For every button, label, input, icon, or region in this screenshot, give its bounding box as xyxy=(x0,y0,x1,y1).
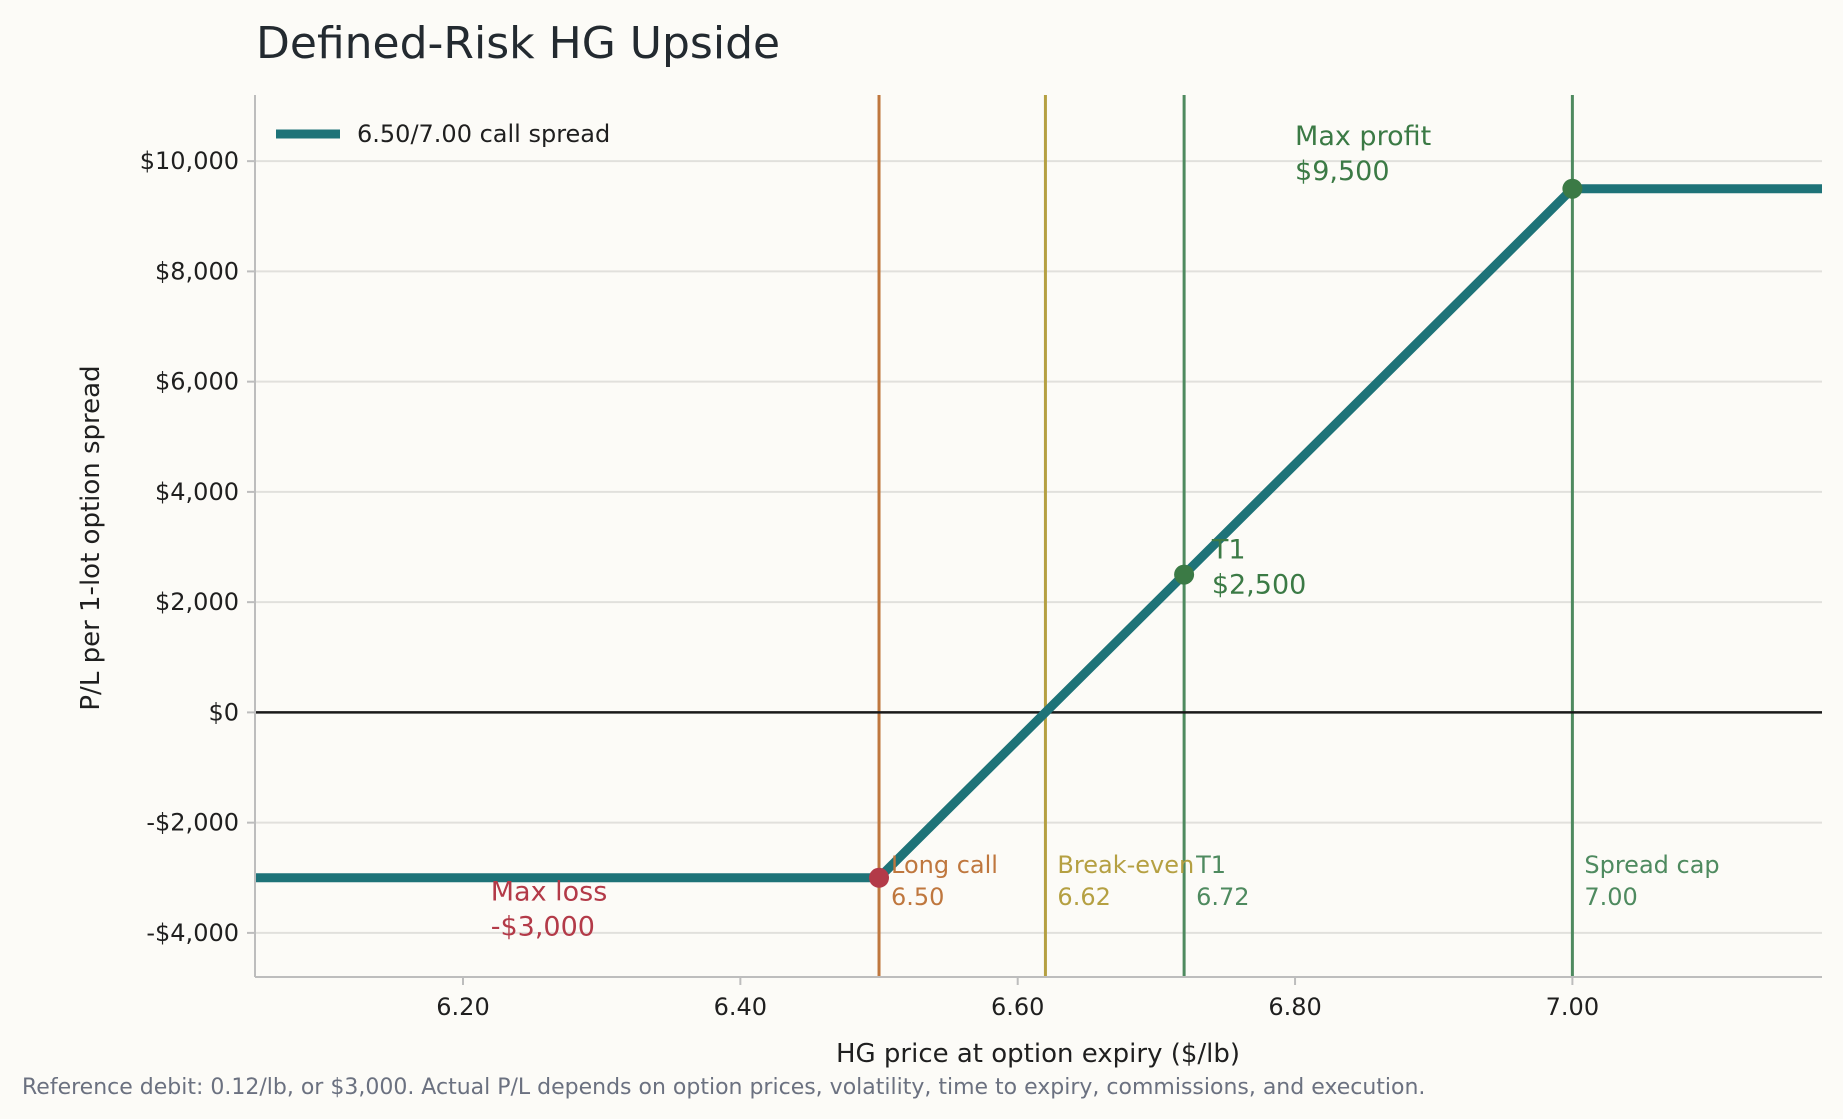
annotation-group: Long call 6.50 Break-even 6.62 T1 6.72 Spread … xyxy=(491,121,1720,942)
annotation-title: Max loss xyxy=(491,876,608,907)
axes xyxy=(247,95,1822,985)
y-tick-label: -$2,000 xyxy=(146,809,239,837)
reference-line-label: T1 xyxy=(1195,851,1226,879)
footnote: Reference debit: 0.12/lb, or $3,000. Act… xyxy=(22,1075,1425,1100)
reference-line-label: Long call xyxy=(891,851,998,879)
reference-line-value: 6.72 xyxy=(1196,883,1249,911)
y-tick-label: $8,000 xyxy=(155,257,239,285)
annotation-value: $2,500 xyxy=(1212,570,1306,601)
x-tick-label: 7.00 xyxy=(1546,993,1599,1021)
annotation-title: Max profit xyxy=(1295,121,1431,152)
legend-label: 6.50/7.00 call spread xyxy=(357,120,610,148)
y-tick-label: -$4,000 xyxy=(146,919,239,947)
y-tick-label: $10,000 xyxy=(140,147,239,175)
marker-group xyxy=(869,178,1583,888)
y-tick-label: $6,000 xyxy=(155,368,239,396)
annotation-title: T1 xyxy=(1211,535,1246,566)
x-tick-label: 6.60 xyxy=(991,993,1044,1021)
data-point xyxy=(869,867,890,888)
legend: 6.50/7.00 call spread xyxy=(276,120,610,148)
annotation-value: $9,500 xyxy=(1295,156,1389,187)
y-tick-label: $0 xyxy=(208,698,239,726)
reference-lines xyxy=(877,95,1574,977)
reference-line-value: 6.62 xyxy=(1057,883,1110,911)
series-line xyxy=(255,184,1822,883)
y-tick-label: $4,000 xyxy=(155,478,239,506)
x-tick-label: 6.20 xyxy=(436,993,489,1021)
reference-line-value: 6.50 xyxy=(891,883,944,911)
reference-line-label: Spread cap xyxy=(1584,851,1719,879)
x-tick-label: 6.80 xyxy=(1268,993,1321,1021)
tick-labels: 6.20 6.40 6.60 6.80 7.00 -$4,000 -$2,000 $0 $2,0… xyxy=(140,147,1599,1021)
reference-line-label: Break-even xyxy=(1057,851,1194,879)
x-axis-label: HG price at option expiry ($/lb) xyxy=(836,1039,1240,1069)
data-point xyxy=(1174,564,1195,585)
y-axis-label: P/L per 1-lot option spread xyxy=(76,365,106,710)
reference-line-value: 7.00 xyxy=(1584,883,1637,911)
chart-title: Defined-Risk HG Upside xyxy=(256,18,780,69)
y-tick-label: $2,000 xyxy=(155,588,239,616)
series-group xyxy=(255,184,1822,883)
x-tick-label: 6.40 xyxy=(714,993,767,1021)
annotation-value: -$3,000 xyxy=(491,911,595,942)
data-point xyxy=(1562,178,1583,199)
